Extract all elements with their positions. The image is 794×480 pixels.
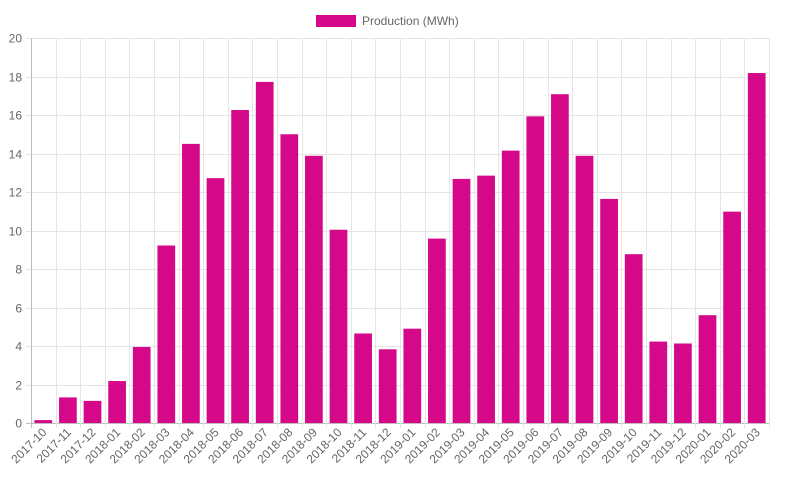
bar[interactable] (378, 349, 397, 423)
bar[interactable] (698, 315, 717, 423)
y-tick-label: 12 (9, 186, 23, 200)
bar[interactable] (157, 245, 176, 423)
bar[interactable] (108, 381, 126, 423)
y-tick-label: 16 (9, 109, 23, 123)
x-axis-ticks: 2017-102017-112017-122018-012018-022018-… (8, 425, 763, 466)
bar[interactable] (403, 328, 422, 423)
grid-lines (26, 38, 770, 428)
bar[interactable] (132, 346, 151, 423)
bar[interactable] (34, 420, 53, 423)
y-tick-label: 2 (15, 379, 22, 393)
bar[interactable] (59, 397, 77, 423)
bar[interactable] (280, 134, 299, 423)
bar[interactable] (83, 400, 102, 423)
y-tick-label: 14 (9, 148, 23, 162)
bar[interactable] (329, 229, 348, 423)
bars (34, 73, 766, 424)
y-tick-label: 10 (9, 225, 23, 239)
legend-label[interactable]: Production (MWh) (362, 14, 459, 28)
y-tick-label: 0 (15, 417, 22, 431)
y-tick-label: 8 (15, 263, 22, 277)
y-axis-ticks: 0 2 4 6 8 10 12 14 16 18 20 (9, 32, 23, 431)
y-tick-label: 18 (9, 71, 23, 85)
y-tick-label: 20 (9, 32, 23, 46)
bar[interactable] (305, 155, 323, 423)
bar[interactable] (624, 254, 643, 423)
bar[interactable] (551, 94, 569, 424)
bar[interactable] (649, 341, 668, 423)
bar[interactable] (428, 238, 446, 423)
y-tick-label: 6 (15, 302, 22, 316)
bar[interactable] (452, 178, 471, 423)
bar[interactable] (182, 143, 200, 423)
bar[interactable] (231, 109, 249, 424)
bar[interactable] (501, 150, 520, 424)
bar[interactable] (255, 81, 274, 423)
bar[interactable] (723, 211, 741, 423)
bar[interactable] (575, 155, 594, 423)
legend-swatch[interactable] (316, 15, 356, 27)
bar[interactable] (600, 198, 618, 423)
bar[interactable] (477, 175, 495, 423)
bar[interactable] (526, 116, 545, 423)
y-tick-label: 4 (15, 340, 22, 354)
bar[interactable] (747, 73, 766, 423)
bar[interactable] (206, 178, 225, 423)
legend[interactable]: Production (MWh) (316, 14, 459, 28)
bar[interactable] (674, 343, 692, 423)
bar[interactable] (354, 333, 372, 423)
